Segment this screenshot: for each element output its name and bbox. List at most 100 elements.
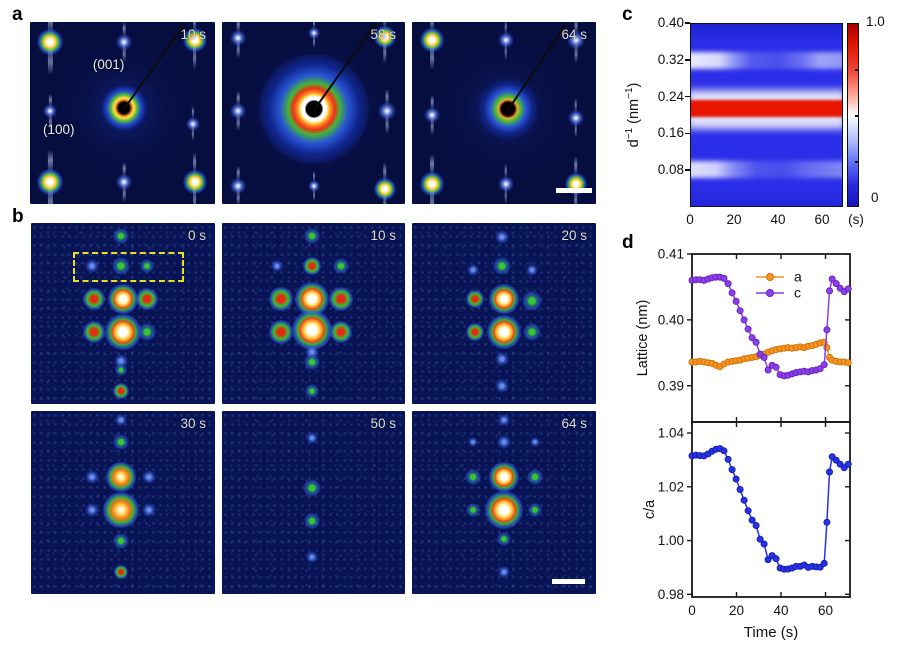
scale-bar — [555, 187, 593, 193]
mid-diffraction-spot — [464, 468, 481, 485]
data-point — [740, 316, 748, 324]
data-point — [744, 507, 752, 515]
frame-time-label: 10 s — [180, 27, 206, 42]
heatmap-y-axis-title: d−1 (nm−1) — [624, 82, 642, 148]
x-axis-title: Time (s) — [744, 624, 798, 641]
y-tick-label: 1.00 — [658, 533, 684, 548]
data-point — [820, 361, 828, 369]
data-point — [820, 559, 828, 567]
warm-diffraction-spot — [82, 320, 105, 343]
superlattice-highlight-box — [73, 251, 185, 283]
dim-diffraction-spot — [307, 179, 320, 192]
warm-diffraction-spot — [328, 287, 353, 312]
mid-diffraction-spot — [522, 322, 541, 341]
ohot-diffraction-spot — [106, 461, 137, 492]
data-point — [720, 274, 728, 282]
heatmap-y-tick-label: 0.24 — [657, 88, 684, 104]
scale-bar — [551, 579, 585, 585]
plane-index-annotation: (100) — [42, 122, 75, 138]
warm-diffraction-spot — [113, 383, 130, 400]
data-point — [732, 297, 740, 305]
mid-diffraction-spot — [497, 532, 511, 547]
colorbar-tick-mark — [855, 69, 859, 71]
data-point — [823, 518, 831, 526]
mid-diffraction-spot — [303, 354, 320, 371]
panel-b-label: b — [12, 206, 24, 227]
panel-c-label: c — [622, 4, 633, 25]
data-point — [748, 334, 756, 342]
bright-diffraction-spot — [420, 28, 445, 53]
faint-diffraction-spot — [270, 260, 283, 273]
data-line-c-a — [691, 447, 849, 571]
bright-diffraction-spot — [37, 29, 64, 56]
hot-diffraction-spot — [485, 490, 523, 529]
diffraction-frame: 58 s — [222, 22, 405, 204]
y-tick-label: 0.41 — [658, 247, 684, 262]
mid-diffraction-spot — [113, 434, 130, 451]
data-point — [825, 468, 833, 476]
diffraction-frame: 20 s — [412, 223, 596, 404]
mid-diffraction-spot — [112, 257, 131, 276]
bright-diffraction-spot — [182, 28, 207, 53]
heatmap-y-tick-label: 0.08 — [657, 162, 684, 178]
faint-diffraction-spot — [497, 435, 511, 450]
data-point — [844, 285, 852, 293]
heatmap-y-tick-label: 0.16 — [657, 125, 684, 141]
mid-diffraction-spot — [302, 478, 321, 497]
faint-diffraction-spot — [305, 432, 318, 445]
data-point — [724, 280, 732, 288]
legend-label: a — [794, 269, 802, 285]
data-point — [752, 521, 760, 529]
dim-diffraction-spot — [377, 102, 396, 121]
data-point — [740, 496, 748, 504]
beamstop-arm — [123, 22, 187, 110]
faint-diffraction-spot — [495, 351, 510, 366]
data-point — [823, 326, 831, 334]
heatmap-y-tick-label: 0.40 — [657, 15, 684, 30]
warm-diffraction-spot — [329, 320, 352, 343]
faint-diffraction-spot — [141, 502, 156, 517]
plot-frame — [691, 421, 851, 598]
warm-diffraction-spot — [465, 322, 484, 341]
heatmap-y-tick-label: 0.32 — [657, 51, 684, 67]
faint-diffraction-spot — [525, 264, 538, 277]
dim-diffraction-spot — [424, 106, 441, 123]
warm-diffraction-spot — [465, 290, 484, 309]
faint-diffraction-spot — [84, 502, 99, 517]
dim-diffraction-spot — [230, 177, 247, 194]
mid-diffraction-spot — [465, 502, 480, 517]
y-tick-label: 0.39 — [658, 378, 684, 393]
faint-diffraction-spot — [495, 230, 510, 245]
diffraction-frame: (001) (100) 10 s — [30, 22, 215, 204]
bright-diffraction-spot — [182, 170, 207, 195]
hot-diffraction-spot — [291, 309, 332, 350]
heatmap-y-tick-mark — [685, 169, 690, 171]
faint-diffraction-spot — [84, 469, 99, 484]
dim-diffraction-spot — [497, 32, 514, 49]
faint-diffraction-spot — [467, 437, 478, 448]
heatmap-band-008 — [691, 160, 842, 178]
data-point — [832, 280, 840, 288]
hot-diffraction-spot — [108, 284, 138, 315]
panel-a-label: a — [12, 4, 23, 25]
legend-marker — [765, 273, 774, 282]
warm-diffraction-spot — [268, 319, 293, 344]
diffraction-frame: 50 s — [222, 411, 405, 594]
diffraction-frame: 10 s — [222, 223, 405, 404]
data-point — [720, 447, 728, 455]
mid-diffraction-spot — [304, 384, 319, 399]
beamstop-arm — [506, 22, 568, 111]
bright-diffraction-spot — [373, 178, 396, 201]
heatmap-band-032 — [691, 52, 842, 70]
data-point — [760, 540, 768, 548]
y-tick-label: 1.04 — [658, 426, 685, 441]
heatmap-band-020 — [691, 99, 842, 117]
hot-diffraction-spot — [487, 314, 521, 349]
heatmap-y-tick-mark — [685, 22, 690, 24]
data-point — [760, 353, 768, 361]
hot-diffraction-spot — [105, 313, 141, 350]
heatmap-x-unit-label: (s) — [848, 212, 864, 227]
data-point — [736, 307, 744, 315]
x-tick-label: 40 — [773, 603, 788, 618]
heatmap-y-tick-mark — [685, 95, 690, 98]
